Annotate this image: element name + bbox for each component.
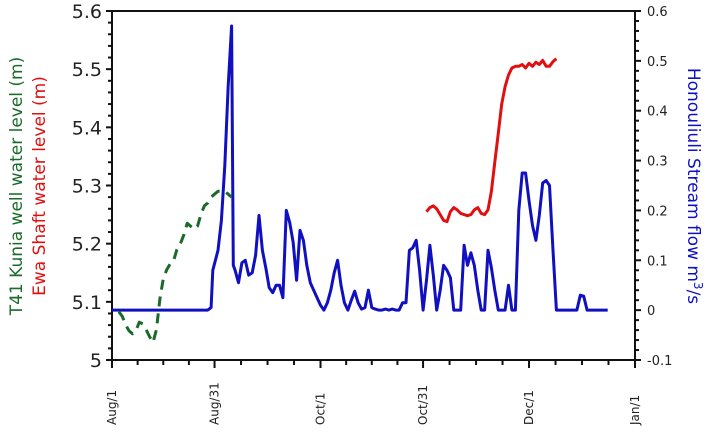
x-tick-label: Oct/31 — [416, 385, 430, 425]
series-lines — [112, 24, 608, 344]
x-tick-label: Aug/1 — [105, 390, 119, 425]
right-tick-label: 0 — [647, 304, 655, 319]
right-tick-label: -0.1 — [647, 354, 672, 369]
honouliuli-stream-flow-line — [112, 24, 608, 312]
left-axis-title-ewa: Ewa Shaft water level (m) — [30, 76, 50, 296]
left-tick-label: 5.5 — [72, 59, 102, 81]
left-tick-label: 5.6 — [72, 1, 102, 23]
x-tick-label: Oct/1 — [314, 393, 328, 425]
left-axis-title: T41 Kunia well water level (m) Ewa Shaft… — [7, 57, 50, 317]
x-tick-label: Aug/31 — [208, 382, 222, 425]
right-tick-label: 0.5 — [647, 55, 668, 70]
right-axis-title-stream: Honouliuli Stream flow m3/s — [683, 68, 705, 304]
left-tick-label: 5.2 — [72, 234, 102, 256]
right-tick-label: 0.1 — [647, 254, 668, 269]
left-tick-label: 5 — [90, 350, 102, 372]
left-axis-title-kunia: T41 Kunia well water level (m) — [7, 57, 27, 317]
ewa-shaft-water-level-line — [425, 57, 558, 224]
left-axis-ticks: 5 5.1 5.2 5.3 5.4 5.5 5.6 — [72, 1, 112, 372]
right-tick-label: 0.3 — [647, 155, 668, 170]
right-tick-label: 0.4 — [647, 105, 668, 120]
left-tick-label: 5.4 — [72, 117, 102, 139]
t41-kunia-well-water-level-line — [117, 189, 233, 344]
right-axis-ticks: -0.1 0 0.1 0.2 0.3 0.4 0.5 0.6 — [635, 5, 672, 369]
x-tick-label: Dec/1 — [522, 390, 536, 425]
left-tick-label: 5.1 — [72, 292, 102, 314]
right-tick-label: 0.6 — [647, 5, 668, 20]
x-tick-label: Jan/1 — [628, 395, 642, 426]
left-tick-label: 5.3 — [72, 176, 102, 198]
right-axis-title: Honouliuli Stream flow m3/s — [683, 68, 705, 304]
right-tick-label: 0.2 — [647, 204, 668, 219]
x-axis-ticks: Aug/1 Aug/31 Oct/1 Oct/31 Dec/1 Jan/1 — [105, 360, 642, 426]
